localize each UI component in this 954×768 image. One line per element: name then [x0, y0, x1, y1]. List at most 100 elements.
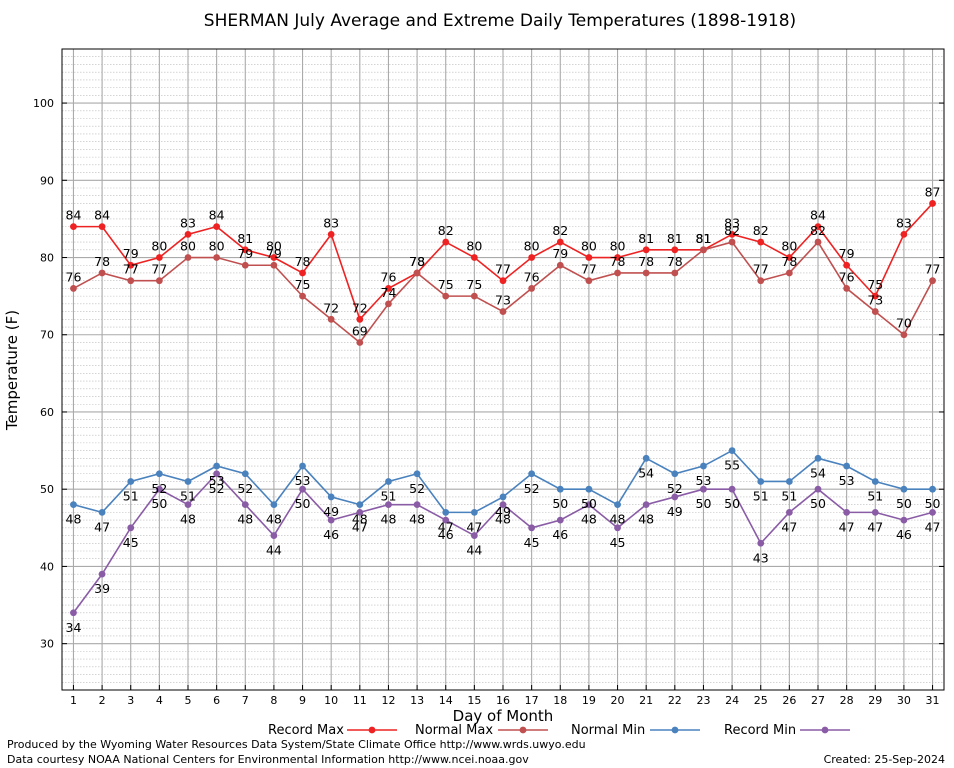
data-label: 47	[839, 519, 855, 534]
x-tick-label: 3	[127, 694, 134, 707]
data-label: 76	[524, 269, 540, 284]
data-point	[299, 485, 306, 493]
data-label: 77	[495, 262, 511, 277]
data-point	[213, 470, 221, 478]
data-point	[356, 339, 364, 346]
data-label: 78	[781, 254, 797, 269]
data-label: 77	[753, 262, 769, 277]
data-label: 76	[66, 269, 82, 284]
data-label: 51	[781, 488, 797, 503]
data-label: 78	[409, 254, 425, 269]
x-tick-label: 17	[525, 694, 539, 707]
data-label: 79	[266, 246, 282, 261]
legend-swatch-marker	[821, 726, 829, 734]
data-point	[871, 508, 879, 516]
data-label: 50	[724, 496, 740, 511]
data-label: 52	[409, 481, 425, 496]
data-label: 43	[753, 550, 769, 565]
data-label: 52	[237, 481, 253, 496]
data-label: 75	[466, 277, 482, 292]
data-point	[299, 292, 306, 300]
data-label: 81	[696, 231, 712, 246]
data-label: 80	[466, 239, 482, 254]
data-label: 79	[839, 246, 855, 261]
data-point	[413, 269, 421, 277]
x-tick-label: 11	[353, 694, 367, 707]
data-point	[70, 285, 77, 292]
data-point	[413, 470, 421, 478]
x-tick-label: 21	[639, 694, 653, 707]
data-point	[929, 485, 936, 493]
data-point	[528, 524, 536, 532]
x-tick-label: 7	[242, 694, 249, 707]
data-label: 47	[466, 519, 482, 534]
x-tick-label: 30	[897, 694, 911, 707]
data-point	[614, 501, 621, 509]
x-tick-label: 20	[611, 694, 625, 707]
data-label: 80	[524, 239, 540, 254]
data-point	[442, 292, 450, 300]
x-tick-label: 24	[725, 694, 739, 707]
data-point	[241, 470, 249, 478]
data-point	[270, 501, 278, 509]
data-point	[241, 261, 249, 269]
data-label: 82	[552, 223, 568, 238]
data-point	[700, 462, 707, 470]
data-point	[184, 478, 192, 485]
x-tick-label: 22	[668, 694, 682, 707]
data-point	[900, 331, 908, 339]
data-label: 50	[552, 496, 568, 511]
data-label: 48	[352, 512, 368, 527]
data-point	[299, 269, 306, 277]
data-label: 78	[638, 254, 654, 269]
data-point	[757, 478, 765, 485]
data-label: 44	[266, 543, 282, 558]
data-label: 81	[696, 231, 712, 246]
data-label: 53	[209, 473, 225, 488]
data-label: 79	[123, 246, 139, 261]
data-point	[70, 609, 77, 617]
data-label: 53	[839, 473, 855, 488]
data-point	[327, 230, 335, 238]
data-point	[929, 508, 936, 516]
data-label: 46	[896, 527, 912, 542]
data-label: 52	[151, 481, 167, 496]
data-point	[470, 254, 478, 261]
data-point	[327, 493, 335, 501]
data-point	[184, 230, 192, 238]
data-point	[98, 508, 106, 516]
data-label: 45	[524, 535, 540, 550]
data-point	[843, 285, 851, 292]
data-point	[556, 485, 564, 493]
data-label: 77	[151, 262, 167, 277]
x-tick-label: 13	[410, 694, 424, 707]
x-tick-label: 18	[553, 694, 567, 707]
data-label: 47	[352, 519, 368, 534]
data-point	[499, 493, 507, 501]
x-tick-label: 25	[754, 694, 768, 707]
data-label: 81	[667, 231, 683, 246]
data-label: 39	[94, 581, 110, 596]
data-point	[929, 277, 936, 285]
data-label: 50	[151, 496, 167, 511]
data-label: 51	[867, 488, 883, 503]
data-label: 52	[524, 481, 540, 496]
x-tick-label: 28	[840, 694, 854, 707]
data-point	[814, 238, 822, 246]
data-point	[700, 246, 707, 254]
data-label: 48	[610, 512, 626, 527]
data-label: 70	[896, 316, 912, 331]
data-point	[442, 238, 450, 246]
data-point	[814, 223, 822, 231]
data-label: 84	[810, 208, 826, 223]
data-point	[585, 277, 593, 285]
y-tick-label: 30	[40, 638, 54, 651]
data-label: 46	[552, 527, 568, 542]
data-point	[155, 470, 163, 478]
series-group	[70, 200, 936, 617]
data-label: 79	[552, 246, 568, 261]
data-point	[213, 462, 221, 470]
data-label: 48	[495, 512, 511, 527]
